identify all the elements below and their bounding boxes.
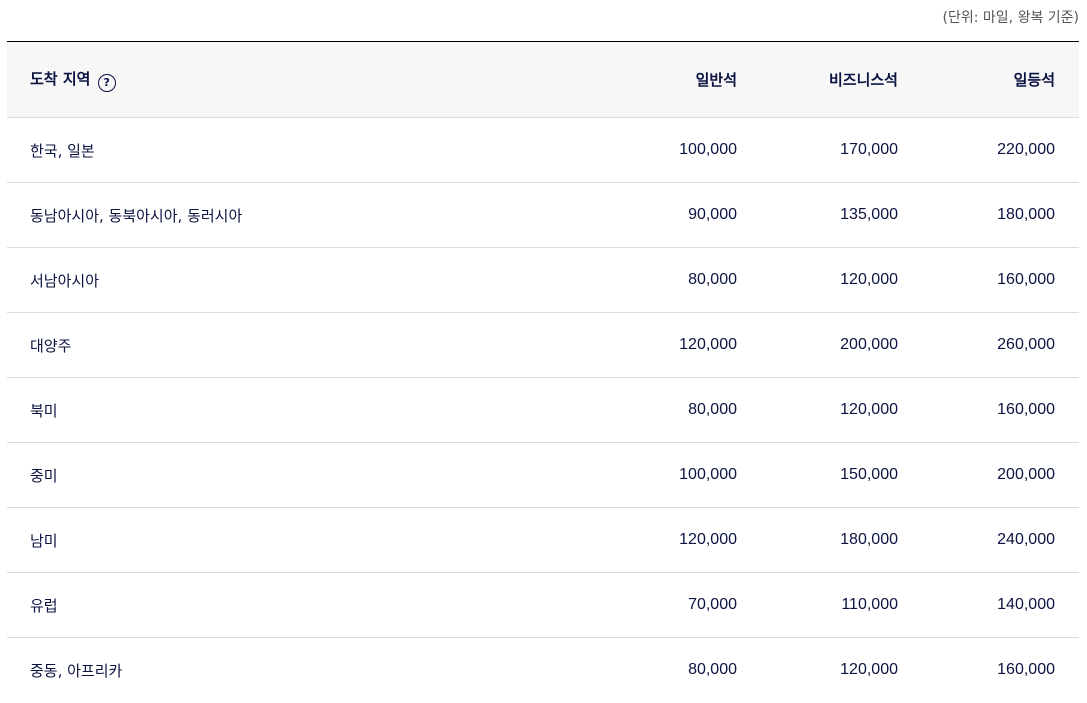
region-cell: 남미 <box>7 507 503 573</box>
region-cell: 대양주 <box>7 312 503 378</box>
first-miles-cell: 220,000 <box>898 117 1079 183</box>
column-header-economy: 일반석 <box>503 41 737 118</box>
table-header: 도착 지역 ? 일반석 비즈니스석 일등석 <box>7 41 1079 118</box>
first-miles-cell: 180,000 <box>898 182 1079 248</box>
table-row: 서남아시아 80,000 120,000 160,000 <box>7 247 1079 313</box>
first-miles-cell: 260,000 <box>898 312 1079 378</box>
first-miles-cell: 200,000 <box>898 442 1079 508</box>
economy-miles-cell: 80,000 <box>503 377 737 443</box>
business-miles-cell: 170,000 <box>737 117 898 183</box>
economy-miles-cell: 100,000 <box>503 117 737 183</box>
column-header-region: 도착 지역 ? <box>7 41 503 118</box>
region-cell: 서남아시아 <box>7 247 503 313</box>
column-header-first: 일등석 <box>898 41 1079 118</box>
column-header-region-label: 도착 지역 <box>30 69 91 88</box>
economy-miles-cell: 70,000 <box>503 572 737 638</box>
table-row: 중미 100,000 150,000 200,000 <box>7 442 1079 508</box>
business-miles-cell: 120,000 <box>737 377 898 443</box>
first-miles-cell: 140,000 <box>898 572 1079 638</box>
economy-miles-cell: 120,000 <box>503 507 737 573</box>
business-miles-cell: 120,000 <box>737 247 898 313</box>
region-cell: 북미 <box>7 377 503 443</box>
region-cell: 유럽 <box>7 572 503 638</box>
table-row: 한국, 일본 100,000 170,000 220,000 <box>7 117 1079 183</box>
unit-note: (단위: 마일, 왕복 기준) <box>942 10 1079 26</box>
table-body: 한국, 일본 100,000 170,000 220,000 동남아시아, 동북… <box>7 117 1079 703</box>
business-miles-cell: 150,000 <box>737 442 898 508</box>
question-circle-icon[interactable]: ? <box>97 73 116 92</box>
region-cell: 중미 <box>7 442 503 508</box>
region-cell: 한국, 일본 <box>7 117 503 183</box>
table-row: 동남아시아, 동북아시아, 동러시아 90,000 135,000 180,00… <box>7 182 1079 248</box>
table-row: 중동, 아프리카 80,000 120,000 160,000 <box>7 638 1079 703</box>
business-miles-cell: 180,000 <box>737 507 898 573</box>
business-miles-cell: 110,000 <box>737 572 898 638</box>
table-row: 남미 120,000 180,000 240,000 <box>7 507 1079 573</box>
table-row: 대양주 120,000 200,000 260,000 <box>7 312 1079 378</box>
first-miles-cell: 160,000 <box>898 377 1079 443</box>
region-cell: 중동, 아프리카 <box>30 661 123 680</box>
economy-miles-cell: 100,000 <box>503 442 737 508</box>
first-miles-cell: 160,000 <box>997 661 1055 679</box>
business-miles-cell: 200,000 <box>737 312 898 378</box>
economy-miles-cell: 80,000 <box>503 247 737 313</box>
column-header-business: 비즈니스석 <box>737 41 898 118</box>
table-row: 북미 80,000 120,000 160,000 <box>7 377 1079 443</box>
region-cell: 동남아시아, 동북아시아, 동러시아 <box>7 182 503 248</box>
table-row: 유럽 70,000 110,000 140,000 <box>7 572 1079 638</box>
award-mileage-table: 도착 지역 ? 일반석 비즈니스석 일등석 한국, 일본 100,000 170… <box>7 41 1079 703</box>
economy-miles-cell: 90,000 <box>503 182 737 248</box>
business-miles-cell: 120,000 <box>840 661 898 679</box>
economy-miles-cell: 120,000 <box>503 312 737 378</box>
economy-miles-cell: 80,000 <box>688 661 737 679</box>
business-miles-cell: 135,000 <box>737 182 898 248</box>
header-row: 도착 지역 ? 일반석 비즈니스석 일등석 <box>7 41 1079 118</box>
first-miles-cell: 160,000 <box>898 247 1079 313</box>
first-miles-cell: 240,000 <box>898 507 1079 573</box>
